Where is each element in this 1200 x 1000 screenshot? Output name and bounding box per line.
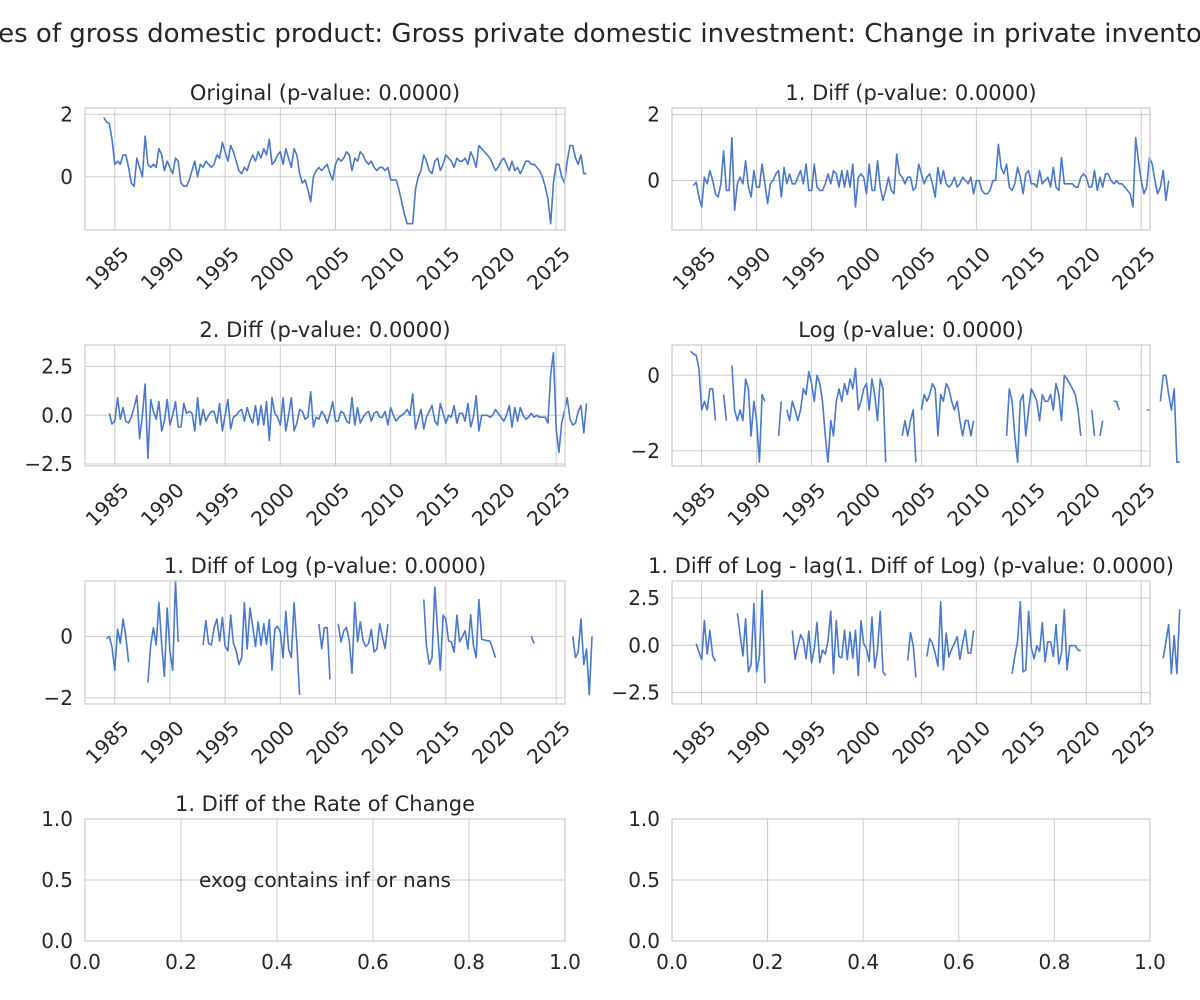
y-tick-label: 0.0 [41,403,73,427]
series-line [103,117,587,225]
series-line [690,350,1180,463]
y-tick-label: 1.0 [41,807,73,831]
axes-frame [671,344,1151,467]
y-tick-label: 0 [647,169,660,193]
x-tick-label: 0.8 [1038,950,1070,974]
y-tick-label: 2 [60,102,73,126]
figure-title: es of gross domestic product: Gross priv… [0,19,1200,49]
subplot-title: 1. Diff of Log - lag(1. Diff of Log) (p-… [648,554,1174,578]
axes-frame [84,344,566,467]
subplot-title: 1. Diff of Log (p-value: 0.0000) [164,554,486,578]
subplot-title: Log (p-value: 0.0000) [798,318,1024,342]
error-annotation: exog contains inf or nans [199,868,451,892]
x-tick-label: 0.4 [261,950,293,974]
x-tick-label: 0.6 [357,950,389,974]
y-tick-label: 0 [60,165,73,189]
series-line [695,589,1181,684]
x-tick-label: 0.2 [752,950,784,974]
y-tick-label: −2 [631,439,660,463]
series-line [105,580,593,696]
x-tick-label: 1.0 [1134,950,1166,974]
x-tick-label: 0.6 [943,950,975,974]
x-tick-label: 0.0 [656,950,688,974]
subplot-title: Original (p-value: 0.0000) [190,81,460,105]
x-tick-label: 1.0 [549,950,581,974]
y-tick-label: 0.0 [628,633,660,657]
axes-frame [671,107,1151,231]
axes-frame [84,107,566,231]
y-tick-label: 0.0 [41,929,73,953]
y-tick-label: 1.0 [628,807,660,831]
y-tick-label: 0.5 [628,868,660,892]
x-tick-label: 0.8 [453,950,485,974]
y-tick-label: 0.0 [628,929,660,953]
series-line [692,136,1170,211]
subplot-7: 0.0 0.5 1.0 0.0 0.2 0.4 0.6 0.8 1.0 1. Diff of th… [41,792,581,974]
y-tick-label: 2.5 [628,586,660,610]
y-tick-label: 2.5 [41,354,73,378]
y-tick-label: 0 [60,624,73,648]
axes-frame [84,818,566,942]
subplot-title: 1. Diff (p-value: 0.0000) [785,81,1036,105]
x-tick-label: 0.4 [847,950,879,974]
y-tick-label: 0 [647,363,660,387]
x-tick-label: 0.0 [69,950,101,974]
series-line [108,352,588,459]
y-tick-label: 0.5 [41,868,73,892]
y-tick-label: 2 [647,103,660,127]
axes-frame [671,818,1151,942]
subplot-8: 0.0 0.5 1.0 0.0 0.2 0.4 0.6 0.8 1.0 [628,807,1166,974]
y-tick-label: −2 [44,686,73,710]
axes-frame [84,580,566,705]
subplot-title: 2. Diff (p-value: 0.0000) [199,318,450,342]
axes-frame [671,580,1151,705]
subplot-title: 1. Diff of the Rate of Change [175,792,475,816]
y-tick-label: −2.5 [611,681,660,705]
x-tick-label: 0.2 [165,950,197,974]
y-tick-label: −2.5 [24,452,73,476]
